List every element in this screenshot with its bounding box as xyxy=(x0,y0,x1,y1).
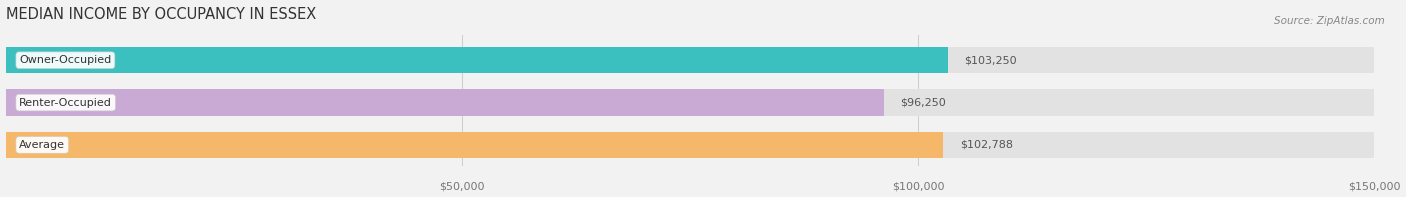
Bar xyxy=(6,89,884,116)
Bar xyxy=(6,132,943,158)
Text: Owner-Occupied: Owner-Occupied xyxy=(20,55,111,65)
Text: MEDIAN INCOME BY OCCUPANCY IN ESSEX: MEDIAN INCOME BY OCCUPANCY IN ESSEX xyxy=(6,7,316,21)
Text: Source: ZipAtlas.com: Source: ZipAtlas.com xyxy=(1274,16,1385,26)
Bar xyxy=(6,132,1374,158)
Text: $103,250: $103,250 xyxy=(965,55,1017,65)
Bar xyxy=(6,89,1374,116)
Text: $102,788: $102,788 xyxy=(960,140,1012,150)
Text: Average: Average xyxy=(20,140,65,150)
Text: Renter-Occupied: Renter-Occupied xyxy=(20,98,112,108)
Bar xyxy=(6,47,1374,73)
Bar xyxy=(6,47,948,73)
Text: $96,250: $96,250 xyxy=(900,98,946,108)
